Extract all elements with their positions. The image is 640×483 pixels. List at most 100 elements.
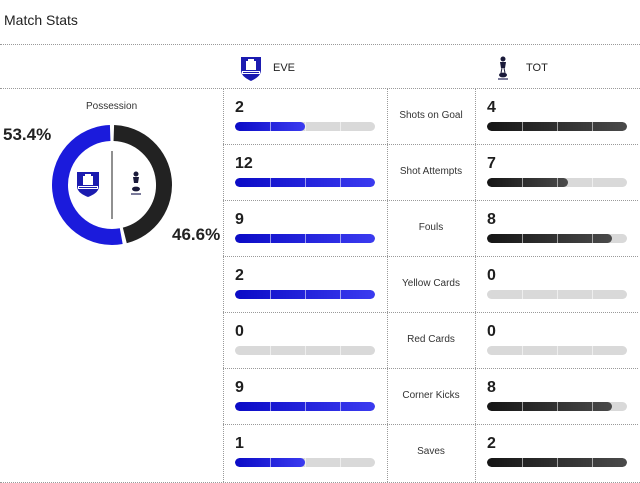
away-stat-bar-segment	[592, 122, 593, 131]
away-stat-bar-segment	[557, 234, 558, 243]
stat-row-divider	[223, 144, 638, 145]
home-stat-bar	[235, 290, 375, 299]
home-stat-value: 0	[235, 323, 244, 340]
stat-row	[0, 200, 640, 256]
stat-row	[0, 312, 640, 368]
stat-label: Red Cards	[407, 334, 455, 345]
away-stat-bar-fill	[487, 402, 612, 411]
home-stat-bar-segment	[270, 178, 271, 187]
away-stat-bar-segment	[592, 178, 593, 187]
home-stat-bar-segment	[340, 346, 341, 355]
away-stat-bar-segment	[557, 402, 558, 411]
away-stat-bar	[487, 178, 627, 187]
possession-donut	[52, 125, 172, 245]
home-stat-bar-segment	[305, 122, 306, 131]
home-stat-bar-segment	[270, 402, 271, 411]
tottenham-crest-icon	[131, 171, 141, 195]
home-stat-bar-segment	[340, 458, 341, 467]
away-stat-bar-segment	[522, 402, 523, 411]
away-stat-value: 2	[487, 435, 496, 452]
home-stat-bar	[235, 402, 375, 411]
home-stat-bar	[235, 346, 375, 355]
away-possession-value: 46.6%	[172, 225, 221, 244]
home-stat-bar	[235, 122, 375, 131]
away-stat-value: 7	[487, 155, 496, 172]
home-stat-value: 9	[235, 211, 244, 228]
home-stat-bar-segment	[340, 178, 341, 187]
away-stat-bar-segment	[522, 346, 523, 355]
away-stat-bar-segment	[557, 290, 558, 299]
home-stat-bar-segment	[270, 234, 271, 243]
home-stat-bar-segment	[270, 122, 271, 131]
away-stat-bar-fill	[487, 178, 569, 187]
away-possession-arc	[113, 125, 172, 244]
home-stat-bar	[235, 234, 375, 243]
home-stat-bar	[235, 458, 375, 467]
stat-label: Shots on Goal	[399, 110, 463, 121]
away-team-header: TOT	[490, 53, 548, 83]
home-stat-value: 2	[235, 267, 244, 284]
away-stat-bar-segment	[522, 178, 523, 187]
home-stat-bar-segment	[305, 290, 306, 299]
away-stat-value: 0	[487, 323, 496, 340]
away-stat-bar-segment	[592, 458, 593, 467]
stat-row	[0, 424, 640, 480]
home-stat-bar-segment	[305, 346, 306, 355]
header-divider	[0, 44, 640, 45]
away-stat-bar-segment	[522, 290, 523, 299]
home-stat-bar-segment	[340, 234, 341, 243]
away-stat-bar-segment	[592, 346, 593, 355]
possession-label: Possession	[86, 101, 138, 112]
away-stat-value: 8	[487, 379, 496, 396]
stat-label: Fouls	[418, 222, 444, 233]
away-stat-bar-fill	[487, 234, 612, 243]
home-stat-value: 1	[235, 435, 244, 452]
stat-label: Corner Kicks	[402, 390, 460, 401]
away-stat-bar-segment	[557, 458, 558, 467]
teams-divider	[0, 88, 640, 89]
away-team-abbr: TOT	[526, 62, 548, 74]
home-stat-bar-segment	[270, 458, 271, 467]
home-stat-value: 2	[235, 99, 244, 116]
home-stat-bar-segment	[340, 402, 341, 411]
home-possession-arc	[52, 125, 123, 245]
stat-label: Yellow Cards	[402, 278, 460, 289]
away-stat-bar	[487, 234, 627, 243]
home-stat-bar-segment	[270, 290, 271, 299]
away-stat-bar-segment	[592, 402, 593, 411]
away-stat-bar-segment	[522, 122, 523, 131]
stat-row	[0, 256, 640, 312]
home-stat-value: 12	[235, 155, 253, 172]
home-stat-bar-segment	[305, 458, 306, 467]
away-stat-bar-segment	[522, 458, 523, 467]
stats-left-divider	[223, 88, 224, 482]
away-stat-bar-segment	[592, 234, 593, 243]
stat-row-divider	[223, 424, 638, 425]
stat-row-divider	[223, 312, 638, 313]
away-stat-bar-segment	[592, 290, 593, 299]
away-stat-value: 4	[487, 99, 496, 116]
home-stat-bar	[235, 178, 375, 187]
away-stat-bar	[487, 346, 627, 355]
stat-label: Shot Attempts	[399, 166, 463, 177]
stat-row	[0, 88, 640, 144]
home-stat-bar-segment	[270, 346, 271, 355]
home-stat-bar-segment	[305, 178, 306, 187]
stat-row	[0, 144, 640, 200]
away-stat-bar	[487, 122, 627, 131]
tottenham-crest-icon	[498, 56, 508, 80]
everton-crest-icon	[77, 172, 99, 197]
away-stat-bar	[487, 290, 627, 299]
stat-row-divider	[223, 368, 638, 369]
stats-mid-divider-right	[475, 88, 476, 482]
stat-row	[0, 368, 640, 424]
home-possession-value: 53.4%	[3, 125, 52, 144]
away-stat-bar	[487, 458, 627, 467]
away-stat-bar	[487, 402, 627, 411]
away-stat-bar-segment	[557, 178, 558, 187]
stat-row-divider	[223, 256, 638, 257]
stat-row-divider	[223, 200, 638, 201]
stats-mid-divider-left	[387, 88, 388, 482]
stat-label: Saves	[417, 446, 445, 457]
home-stat-bar-segment	[340, 290, 341, 299]
